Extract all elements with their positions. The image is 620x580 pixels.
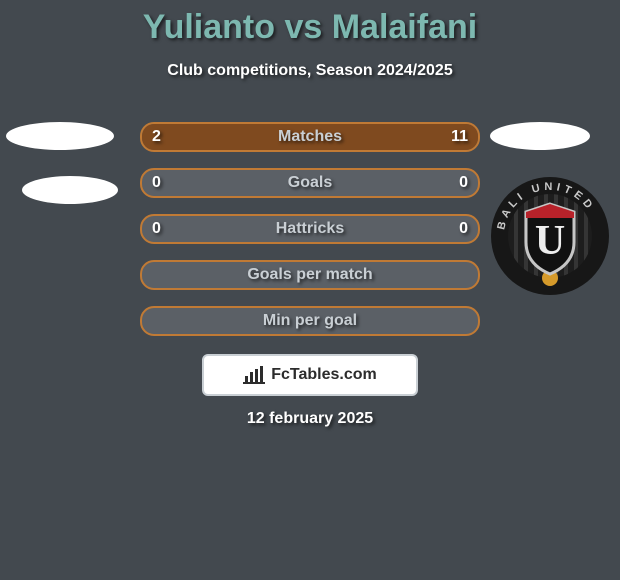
stat-value-left: 2 xyxy=(142,124,171,150)
page-title: Yulianto vs Malaifani xyxy=(0,8,620,47)
stat-label: Hattricks xyxy=(142,216,478,242)
date-text: 12 february 2025 xyxy=(0,410,620,428)
decor-ellipse-left-2 xyxy=(22,176,118,204)
brand-box: FcTables.com xyxy=(202,354,418,396)
stat-value-right: 11 xyxy=(441,124,478,150)
stat-value-right: 0 xyxy=(449,170,478,196)
club-badge-svg: BALI UNITED U xyxy=(490,176,610,296)
subtitle: Club competitions, Season 2024/2025 xyxy=(0,62,620,80)
stat-value-left: 0 xyxy=(142,216,171,242)
decor-ellipse-left-1 xyxy=(6,122,114,150)
stat-value-left: 0 xyxy=(142,170,171,196)
stat-label: Min per goal xyxy=(142,308,478,334)
brand-text: FcTables.com xyxy=(271,366,377,384)
comparison-canvas: Yulianto vs Malaifani Club competitions,… xyxy=(0,0,620,580)
stat-row: Goals0 0 xyxy=(140,168,480,198)
decor-ellipse-right-1 xyxy=(490,122,590,150)
stat-row: Goals per match xyxy=(140,260,480,290)
svg-text:U: U xyxy=(535,218,565,264)
stat-row: Min per goal xyxy=(140,306,480,336)
stat-label: Matches xyxy=(142,124,478,150)
stat-label: Goals xyxy=(142,170,478,196)
stat-row: Matches2 11 xyxy=(140,122,480,152)
bar-chart-icon xyxy=(243,366,265,384)
stat-row: Hattricks0 0 xyxy=(140,214,480,244)
stat-value-right: 0 xyxy=(449,216,478,242)
stat-label: Goals per match xyxy=(142,262,478,288)
club-badge: BALI UNITED U xyxy=(490,176,610,296)
